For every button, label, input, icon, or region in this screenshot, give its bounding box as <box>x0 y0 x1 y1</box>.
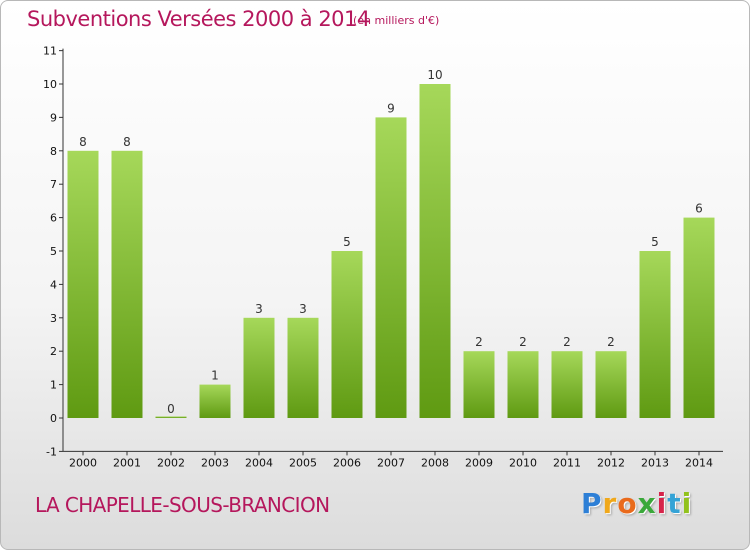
y-tick-label: 2 <box>50 345 57 358</box>
bar-value-label: 3 <box>255 302 263 316</box>
x-tick-label: 2002 <box>157 456 185 469</box>
bar <box>243 317 275 418</box>
bar <box>199 384 231 418</box>
logo-letter: o <box>617 487 638 520</box>
logo-letter: x <box>637 487 657 520</box>
y-tick-label: 11 <box>43 45 57 58</box>
x-tick-label: 2007 <box>377 456 405 469</box>
logo-letter: P <box>581 487 603 520</box>
chart-title: Subventions Versées 2000 à 2014 <box>27 7 370 31</box>
bar <box>639 251 671 418</box>
bar <box>287 317 319 418</box>
bar <box>507 351 539 418</box>
x-tick-label: 2006 <box>333 456 361 469</box>
x-tick-label: 2000 <box>69 456 97 469</box>
x-tick-label: 2008 <box>421 456 449 469</box>
x-tick-label: 2013 <box>641 456 669 469</box>
y-tick-label: 0 <box>50 412 57 425</box>
bar <box>111 150 143 419</box>
bar-value-label: 2 <box>519 335 527 349</box>
x-tick-label: 2012 <box>597 456 625 469</box>
y-tick-label: 5 <box>50 245 57 258</box>
bar <box>595 351 627 418</box>
bar <box>551 351 583 418</box>
bar-value-label: 2 <box>475 335 483 349</box>
x-tick-label: 2003 <box>201 456 229 469</box>
y-tick-label: 10 <box>43 78 57 91</box>
commune-name: LA CHAPELLE-SOUS-BRANCION <box>35 493 330 517</box>
y-tick-label: 9 <box>50 111 57 124</box>
bar <box>375 117 407 419</box>
bar <box>67 150 99 419</box>
logo-letter: i <box>656 487 668 520</box>
y-tick-label: 4 <box>50 278 57 291</box>
y-tick-label: 6 <box>50 212 57 225</box>
x-tick-label: 2005 <box>289 456 317 469</box>
y-tick-label: -1 <box>46 445 57 458</box>
x-tick-label: 2004 <box>245 456 273 469</box>
bar-value-label: 9 <box>387 101 395 115</box>
x-tick-label: 2001 <box>113 456 141 469</box>
bar-value-label: 1 <box>211 369 219 383</box>
y-tick-label: 8 <box>50 145 57 158</box>
bar <box>419 84 451 418</box>
bar <box>683 217 715 418</box>
chart-subtitle: (en milliers d'€) <box>353 14 440 27</box>
bar <box>331 251 363 418</box>
bar-value-label: 8 <box>79 135 87 149</box>
bar-value-label: 0 <box>167 402 175 416</box>
bar-value-label: 6 <box>695 202 703 216</box>
bar-value-label: 5 <box>343 235 351 249</box>
x-tick-label: 2014 <box>685 456 713 469</box>
bar-value-label: 2 <box>563 335 571 349</box>
logo-letter: i <box>681 487 693 520</box>
logo-letter: r <box>602 487 618 520</box>
x-tick-label: 2009 <box>465 456 493 469</box>
logo-letter: t <box>667 487 682 520</box>
bar-value-label: 10 <box>427 68 442 82</box>
bar <box>463 351 495 418</box>
y-tick-label: 1 <box>50 379 57 392</box>
y-tick-label: 7 <box>50 178 57 191</box>
bar-value-label: 2 <box>607 335 615 349</box>
x-tick-label: 2011 <box>553 456 581 469</box>
proxiti-logo: Proxiti <box>581 487 692 520</box>
bar <box>155 416 187 418</box>
x-tick-label: 2010 <box>509 456 537 469</box>
y-tick-label: 3 <box>50 312 57 325</box>
bar-value-label: 8 <box>123 135 131 149</box>
bar-value-label: 5 <box>651 235 659 249</box>
bar-value-label: 3 <box>299 302 307 316</box>
